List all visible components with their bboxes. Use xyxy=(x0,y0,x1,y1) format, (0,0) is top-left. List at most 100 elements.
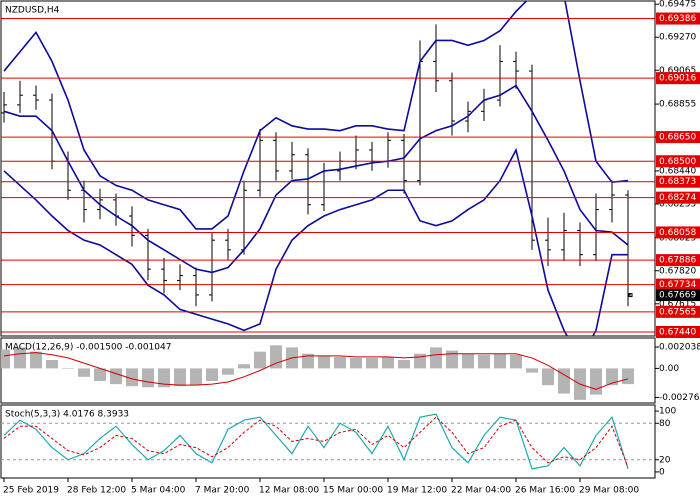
y-tick-label: 100 xyxy=(659,407,676,417)
macd-bar xyxy=(1,349,10,369)
macd-bar xyxy=(622,368,634,385)
level-label: 0.69016 xyxy=(659,74,696,84)
macd-bar xyxy=(126,368,138,387)
level-label-bg xyxy=(656,155,700,168)
macd-bar xyxy=(158,368,170,388)
level-label: 0.67565 xyxy=(659,307,696,317)
level-label-bg xyxy=(656,226,700,239)
x-tick-label: 5 Mar 04:00 xyxy=(131,486,186,496)
x-tick-label: 19 Mar 12:00 xyxy=(387,486,447,496)
macd-bar xyxy=(462,353,474,369)
macd-bar xyxy=(526,368,538,373)
level-label-bg xyxy=(656,278,700,291)
y-tick-label: 0.67615 xyxy=(659,299,696,309)
level-label: 0.67734 xyxy=(659,280,696,290)
x-tick-label: 29 Mar 08:00 xyxy=(579,486,639,496)
last-price-label: 0.67669 xyxy=(659,291,696,301)
level-label-bg xyxy=(656,191,700,204)
last-price-marker xyxy=(628,293,633,298)
y-tick-label: 20 xyxy=(659,455,671,465)
level-label-bg xyxy=(656,175,700,188)
macd-bar xyxy=(190,368,202,386)
macd-bar xyxy=(30,351,42,369)
level-label: 0.67886 xyxy=(659,256,696,266)
level-label: 0.68058 xyxy=(659,228,696,238)
y-tick-label: 0.69270 xyxy=(659,33,696,43)
macd-bar xyxy=(110,368,122,385)
macd-signal xyxy=(3,352,629,390)
y-tick-label: 0.00 xyxy=(659,364,679,374)
macd-bar xyxy=(78,368,90,377)
macd-bar xyxy=(174,368,186,387)
macd-bar xyxy=(334,356,346,369)
x-tick-label: 28 Feb 12:00 xyxy=(67,486,126,496)
panel-title: Stoch(5,3,3) 4.0176 8.3933 xyxy=(5,410,129,420)
stoch-signal xyxy=(3,416,629,468)
level-label-bg xyxy=(656,131,700,144)
y-tick-label: -0.002769 xyxy=(659,393,700,403)
level-label-bg xyxy=(656,325,700,338)
macd-bar xyxy=(254,351,266,369)
macd-bar xyxy=(94,368,106,381)
macd-bar xyxy=(430,347,442,369)
macd-bar xyxy=(366,357,378,369)
panel-title: NZDUSD,H4 xyxy=(5,6,60,16)
y-tick-label: 0.69065 xyxy=(659,66,696,76)
macd-bar xyxy=(206,368,218,381)
macd-bar xyxy=(382,356,394,369)
x-tick-label: 26 Mar 16:00 xyxy=(515,486,575,496)
level-label-bg xyxy=(656,72,700,85)
macd-bar xyxy=(46,360,58,369)
stoch-main xyxy=(3,413,629,470)
macd-bar xyxy=(494,353,506,369)
x-tick-label: 15 Mar 00:00 xyxy=(323,486,383,496)
bollinger-middle xyxy=(3,84,629,274)
macd-bar xyxy=(62,368,74,369)
level-label: 0.68274 xyxy=(659,193,696,203)
macd-bar xyxy=(558,368,570,394)
x-tick-label: 25 Feb 2019 xyxy=(3,486,59,496)
macd-bar xyxy=(318,355,330,369)
level-label: 0.68373 xyxy=(659,177,696,187)
level-label-bg xyxy=(656,305,700,318)
macd-bar xyxy=(142,368,154,388)
x-tick-label: 12 Mar 08:00 xyxy=(259,486,319,496)
panel-frame xyxy=(0,0,656,337)
y-tick-label: 0.002038 xyxy=(659,343,700,353)
y-tick-label: 0.69475 xyxy=(659,0,696,10)
bollinger-upper xyxy=(3,1,629,230)
macd-bar xyxy=(302,353,314,369)
macd-bar xyxy=(238,364,250,369)
y-tick-label: 0.68440 xyxy=(659,166,696,176)
level-label: 0.67440 xyxy=(659,327,696,337)
macd-bar xyxy=(510,354,522,369)
level-label: 0.69386 xyxy=(659,14,696,24)
level-label-bg xyxy=(656,254,700,267)
y-tick-label: 0.68855 xyxy=(659,100,696,110)
macd-bar xyxy=(14,347,26,369)
macd-bar xyxy=(606,368,618,386)
last-price-bg xyxy=(656,289,700,302)
y-tick-label: 80 xyxy=(659,419,671,429)
y-tick-label: 0 xyxy=(659,467,665,477)
x-tick-label: 7 Mar 20:00 xyxy=(195,486,250,496)
macd-bar xyxy=(478,354,490,369)
level-label: 0.68650 xyxy=(659,133,696,143)
macd-bar xyxy=(446,350,458,369)
panel-plot xyxy=(1,1,655,336)
level-label: 0.68500 xyxy=(659,157,696,167)
macd-bar xyxy=(590,368,602,395)
bollinger-lower xyxy=(3,147,628,336)
macd-bar xyxy=(542,368,554,386)
y-tick-label: 0.67820 xyxy=(659,266,696,276)
panel-plot xyxy=(1,413,655,470)
panel-title: MACD(12,26,9) -0.001500 -0.001047 xyxy=(5,343,171,353)
y-tick-label: 0.68235 xyxy=(659,199,696,209)
macd-bar xyxy=(350,357,362,369)
macd-bar xyxy=(222,368,234,375)
x-tick-label: 22 Mar 04:00 xyxy=(451,486,511,496)
macd-bar xyxy=(398,360,410,369)
panel-plot xyxy=(1,345,634,400)
